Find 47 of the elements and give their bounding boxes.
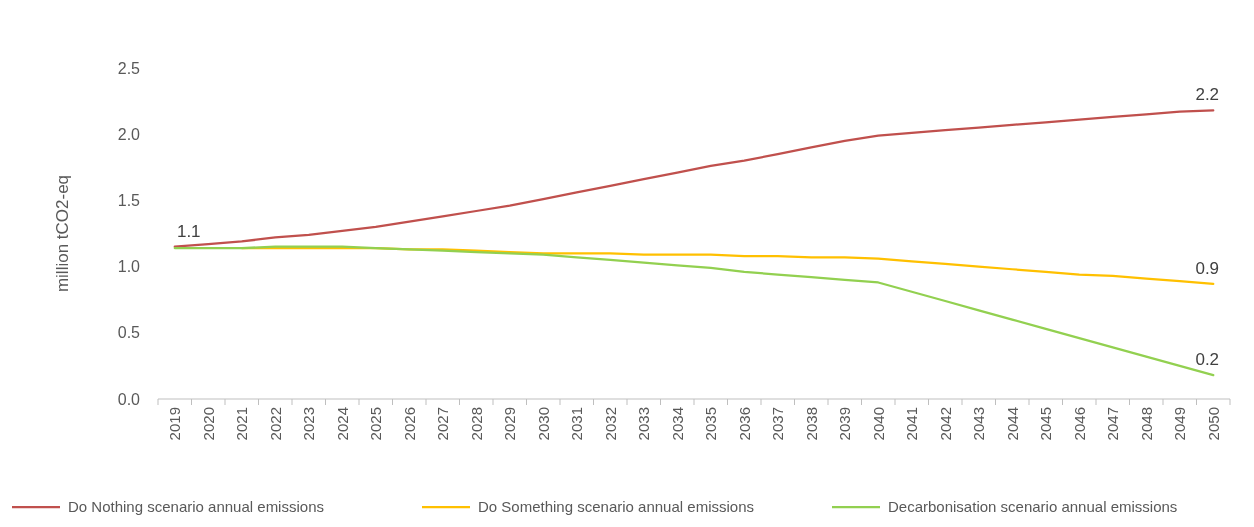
x-tick-label: 2042 — [936, 407, 954, 441]
y-tick-label: 0.5 — [117, 324, 141, 342]
x-tick-label: 2033 — [635, 407, 652, 441]
x-tick-label: 2045 — [1037, 407, 1054, 441]
x-tick-label: 2026 — [400, 407, 418, 441]
x-tick-label: 2023 — [300, 407, 317, 441]
x-tick-label: 2024 — [333, 407, 351, 441]
data-label: 0.9 — [1195, 258, 1220, 278]
x-tick-label: 2025 — [367, 407, 384, 441]
data-label: 0.2 — [1195, 350, 1220, 370]
x-tick-label: 2049 — [1171, 407, 1188, 441]
x-tick-label: 2021 — [233, 407, 250, 441]
data-label: 2.2 — [1195, 85, 1220, 105]
x-tick-label: 2031 — [568, 407, 585, 441]
y-tick-label: 2.0 — [117, 125, 141, 143]
x-tick-label: 2032 — [601, 407, 619, 441]
x-tick-label: 2035 — [702, 407, 719, 441]
y-tick-label: 0.0 — [117, 390, 141, 408]
y-axis-title: million tCO2-eq — [53, 174, 72, 293]
x-tick-label: 2039 — [836, 407, 853, 441]
x-tick-label: 2043 — [970, 407, 987, 441]
x-tick-label: 2037 — [769, 407, 786, 441]
x-tick-label: 2046 — [1070, 407, 1088, 441]
line-series — [173, 109, 1215, 248]
x-tick-label: 2038 — [802, 407, 820, 441]
x-tick-label: 2036 — [735, 407, 753, 441]
legend-label: Do Nothing scenario annual emissions — [68, 498, 324, 516]
data-label: 1.1 — [176, 221, 201, 241]
legend-label: Decarbonisation scenario annual emissions — [888, 498, 1178, 516]
x-tick-label: 2029 — [501, 407, 518, 441]
x-tick-label: 2040 — [869, 407, 887, 441]
x-tick-label: 2030 — [534, 407, 552, 441]
legend-label: Do Something scenario annual emissions — [478, 498, 754, 516]
x-tick-label: 2034 — [668, 407, 686, 441]
x-tick-label: 2022 — [266, 407, 284, 441]
x-tick-label: 2020 — [199, 407, 217, 441]
y-tick-label: 1.5 — [117, 192, 141, 209]
x-tick-label: 2041 — [903, 407, 920, 441]
y-tick-label: 2.5 — [117, 59, 141, 77]
x-tick-label: 2048 — [1137, 407, 1155, 441]
x-tick-label: 2027 — [434, 407, 451, 441]
x-tick-label: 2019 — [166, 407, 183, 441]
x-tick-label: 2028 — [467, 407, 485, 441]
x-tick-label: 2050 — [1204, 407, 1222, 441]
x-tick-label: 2047 — [1104, 407, 1121, 441]
x-tick-label: 2044 — [1003, 407, 1021, 441]
y-tick-label: 1.0 — [117, 258, 141, 276]
